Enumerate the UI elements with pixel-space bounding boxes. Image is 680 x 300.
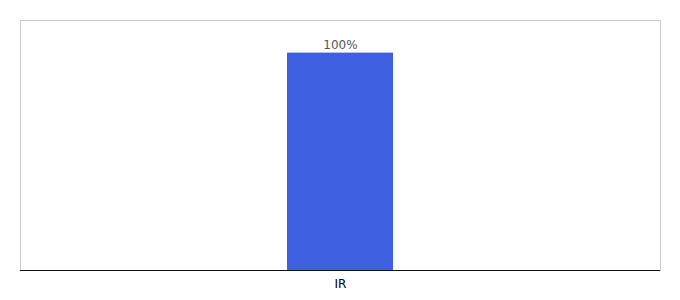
svg-text:100%: 100%: [323, 38, 357, 52]
svg-text:IR: IR: [335, 277, 347, 291]
